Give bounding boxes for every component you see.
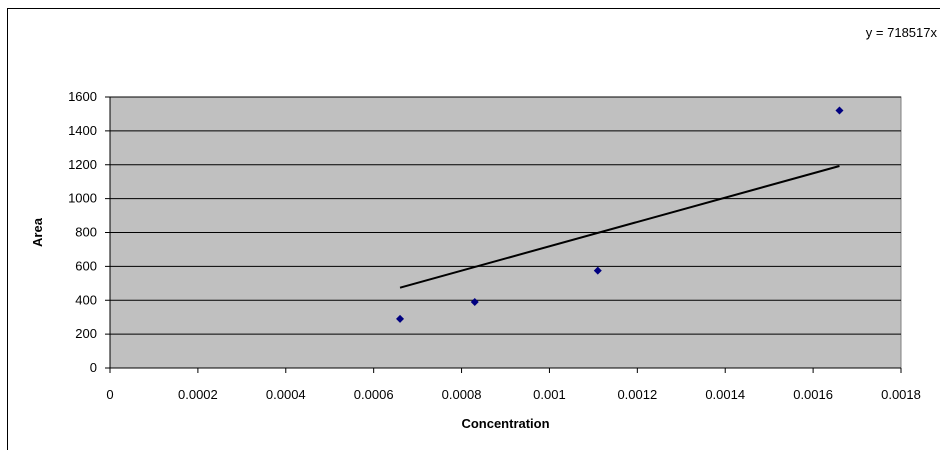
chart-frame xyxy=(7,8,940,450)
trendline-equation: y = 718517x xyxy=(866,25,938,40)
y-axis-title: Area xyxy=(30,217,45,247)
data-point xyxy=(835,106,844,115)
y-tick-label: 200 xyxy=(75,326,97,341)
trendline xyxy=(399,165,840,289)
x-tick-label: 0.0004 xyxy=(266,387,306,402)
y-tick-label: 1200 xyxy=(68,157,97,172)
x-tick-label: 0.0018 xyxy=(881,387,921,402)
x-axis-title: Concentration xyxy=(461,416,549,431)
y-tick-label: 400 xyxy=(75,292,97,307)
y-tick-label: 1400 xyxy=(68,123,97,138)
x-tick-label: 0.0006 xyxy=(354,387,394,402)
x-tick-label: 0.0012 xyxy=(617,387,657,402)
data-points xyxy=(396,106,844,323)
data-point xyxy=(470,297,479,306)
x-tick-label: 0.0014 xyxy=(705,387,745,402)
x-axis: 0 0.0002 0.0004 0.0006 0.0008 0.001 0.0012 0.00… xyxy=(106,367,921,402)
y-tick-label: 1600 xyxy=(68,89,97,104)
x-tick-label: 0.0002 xyxy=(178,387,218,402)
y-axis: 0 200 400 600 800 1000 1200 1400 1600 xyxy=(68,89,111,375)
data-point xyxy=(593,266,602,275)
y-tick-label: 0 xyxy=(90,360,97,375)
gridlines xyxy=(110,96,901,335)
x-tick-label: 0.0016 xyxy=(793,387,833,402)
data-point xyxy=(396,314,405,323)
x-tick-label: 0.001 xyxy=(533,387,566,402)
y-tick-label: 1000 xyxy=(68,191,97,206)
x-tick-label: 0 xyxy=(106,387,113,402)
y-tick-label: 600 xyxy=(75,258,97,273)
x-tick-label: 0.0008 xyxy=(442,387,482,402)
y-tick-label: 800 xyxy=(75,225,97,240)
